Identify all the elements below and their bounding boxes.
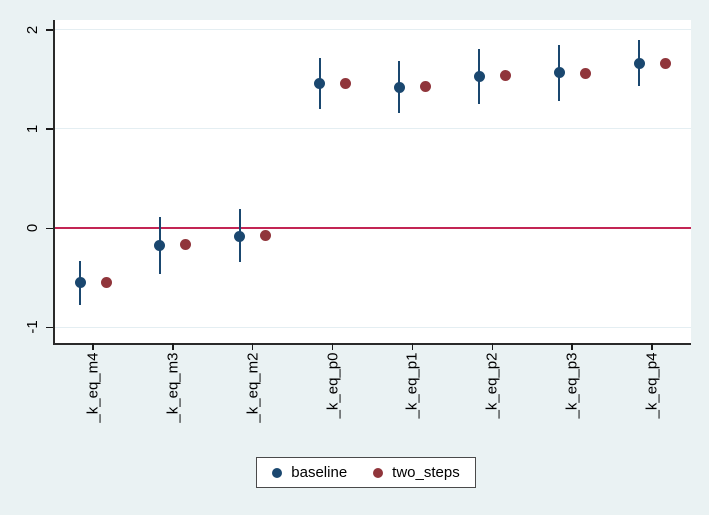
marker-two_steps — [499, 69, 511, 81]
y-tick-label: 0 — [24, 223, 41, 233]
x-axis — [53, 343, 691, 345]
x-tick — [571, 343, 573, 350]
marker-two_steps — [340, 77, 352, 89]
y-tick — [46, 326, 53, 329]
marker-baseline — [74, 277, 86, 289]
plot-area — [54, 20, 691, 343]
x-tick-label: _k_eq_p3 — [563, 352, 581, 419]
legend-label-two-steps: two_steps — [392, 464, 460, 481]
x-tick-label: _k_eq_p0 — [324, 352, 342, 419]
legend-item-baseline: baseline — [272, 464, 347, 481]
x-tick-label: _k_eq_p1 — [403, 352, 421, 419]
marker-two_steps — [100, 277, 112, 289]
x-tick-label: _k_eq_p4 — [643, 352, 661, 419]
x-tick — [251, 343, 254, 350]
y-tick — [46, 227, 53, 230]
y-tick — [46, 29, 53, 31]
x-tick — [172, 343, 174, 350]
marker-baseline — [154, 240, 166, 252]
two-steps-marker-icon — [373, 467, 384, 478]
legend-item-two-steps: two_steps — [373, 464, 460, 481]
y-axis — [53, 20, 55, 344]
x-tick-label: _k_eq_m4 — [84, 352, 102, 423]
marker-two_steps — [419, 80, 431, 92]
marker-baseline — [234, 231, 246, 243]
marker-two_steps — [579, 68, 591, 79]
x-tick-label: _k_eq_m3 — [164, 352, 182, 423]
x-tick — [331, 343, 334, 350]
baseline-marker-icon — [272, 467, 283, 478]
x-tick — [651, 343, 653, 350]
x-tick-label: _k_eq_p2 — [483, 352, 501, 419]
y-gridline — [54, 29, 691, 31]
y-tick-label: 1 — [24, 124, 41, 134]
marker-baseline — [553, 67, 565, 78]
y-tick-label: -1 — [24, 320, 41, 334]
marker-baseline — [473, 70, 485, 82]
legend-label-baseline: baseline — [291, 464, 348, 481]
x-tick — [491, 343, 494, 350]
marker-baseline — [633, 58, 645, 70]
x-tick-label: _k_eq_m2 — [244, 352, 262, 423]
y-gridline — [54, 326, 691, 328]
y-gridline — [54, 128, 691, 130]
marker-two_steps — [659, 58, 671, 70]
x-tick — [92, 343, 94, 350]
marker-two_steps — [260, 230, 272, 242]
x-tick — [411, 343, 414, 350]
y-tick-label: 2 — [24, 25, 41, 35]
marker-two_steps — [180, 239, 192, 251]
y-tick — [46, 128, 53, 130]
legend: baseline two_steps — [256, 457, 476, 488]
marker-baseline — [393, 81, 405, 93]
marker-baseline — [314, 77, 326, 89]
zero-line — [54, 227, 691, 230]
